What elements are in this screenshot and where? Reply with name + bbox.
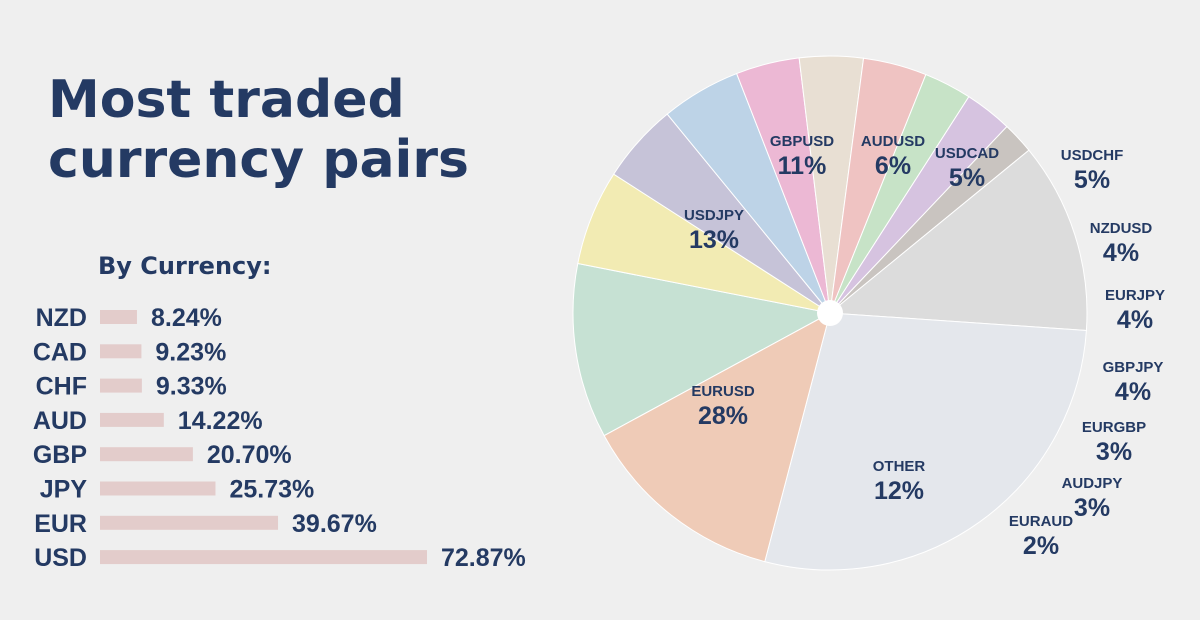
pie-slice-other xyxy=(828,149,1088,332)
bar-value-usd: 72.87% xyxy=(441,544,526,572)
bar-label-chf: CHF xyxy=(36,373,87,401)
bar-cad xyxy=(100,344,142,359)
pie-label-euraud: EURAUD xyxy=(1009,513,1073,530)
pie-label-eurusd: EURUSD xyxy=(691,383,755,400)
bar-value-eur: 39.67% xyxy=(292,510,377,538)
bar-value-nzd: 8.24% xyxy=(151,304,222,332)
pie-value-usdjpy: 13% xyxy=(689,226,739,254)
bar-label-eur: EUR xyxy=(34,510,87,538)
pie-value-usdchf: 5% xyxy=(1074,166,1110,194)
bar-label-jpy: JPY xyxy=(40,476,88,504)
bar-label-gbp: GBP xyxy=(33,441,87,469)
pie-center-dot xyxy=(817,300,843,326)
bar-eur xyxy=(100,515,279,530)
pie-label-audusd: AUDUSD xyxy=(861,133,925,150)
bar-aud xyxy=(100,412,164,427)
pie-value-euraud: 2% xyxy=(1023,532,1059,560)
bar-usd xyxy=(100,550,427,565)
bar-value-chf: 9.33% xyxy=(156,373,227,401)
bar-label-aud: AUD xyxy=(33,407,87,435)
pie-label-eurgbp: EURGBP xyxy=(1082,419,1146,436)
pie-value-eurjpy: 4% xyxy=(1117,306,1153,334)
pie-value-audjpy: 3% xyxy=(1074,494,1110,522)
pie-label-nzdusd: NZDUSD xyxy=(1090,220,1153,237)
pie-label-audjpy: AUDJPY xyxy=(1062,475,1123,492)
pie-value-usdcad: 5% xyxy=(949,164,985,192)
bar-nzd xyxy=(100,310,137,324)
pie-label-usdjpy: USDJPY xyxy=(684,207,744,224)
bar-label-usd: USD xyxy=(34,544,87,572)
bar-chart-subtitle: By Currency: xyxy=(98,252,272,280)
bar-label-cad: CAD xyxy=(33,338,87,366)
bar-value-jpy: 25.73% xyxy=(229,476,314,504)
pie-label-gbpusd: GBPUSD xyxy=(770,133,834,150)
pie-label-eurjpy: EURJPY xyxy=(1105,287,1165,304)
title-line-2: currency pairs xyxy=(48,130,469,190)
bar-chf xyxy=(100,378,142,393)
pie-slice-usdjpy xyxy=(603,312,831,563)
bar-value-gbp: 20.70% xyxy=(207,441,292,469)
pie-value-audusd: 6% xyxy=(875,152,911,180)
bar-value-aud: 14.22% xyxy=(178,407,263,435)
bar-label-nzd: NZD xyxy=(36,304,87,332)
pie-slice-gbpusd xyxy=(572,262,832,437)
pie-slice-eurusd xyxy=(764,312,1087,571)
pie-label-other: OTHER xyxy=(873,458,926,475)
pie-value-other: 12% xyxy=(874,477,924,505)
currency-bar-chart: NZD 8.24% CAD 9.23% CHF 9.33% AUD 14.22% GBP 20.7… xyxy=(33,304,526,572)
bar-gbp xyxy=(100,447,193,462)
bar-jpy xyxy=(100,481,216,496)
pie-value-gbpjpy: 4% xyxy=(1115,378,1151,406)
bar-value-cad: 9.23% xyxy=(155,338,226,366)
pie-label-gbpjpy: GBPJPY xyxy=(1103,359,1164,376)
pie-label-usdchf: USDCHF xyxy=(1061,147,1124,164)
page-title: Most traded currency pairs xyxy=(48,70,469,190)
pie-label-usdcad: USDCAD xyxy=(935,145,999,162)
pie-value-eurusd: 28% xyxy=(698,402,748,430)
title-line-1: Most traded xyxy=(48,70,405,130)
pie-value-gbpusd: 11% xyxy=(778,152,827,180)
pie-value-eurgbp: 3% xyxy=(1096,438,1132,466)
pie-value-nzdusd: 4% xyxy=(1103,239,1139,267)
